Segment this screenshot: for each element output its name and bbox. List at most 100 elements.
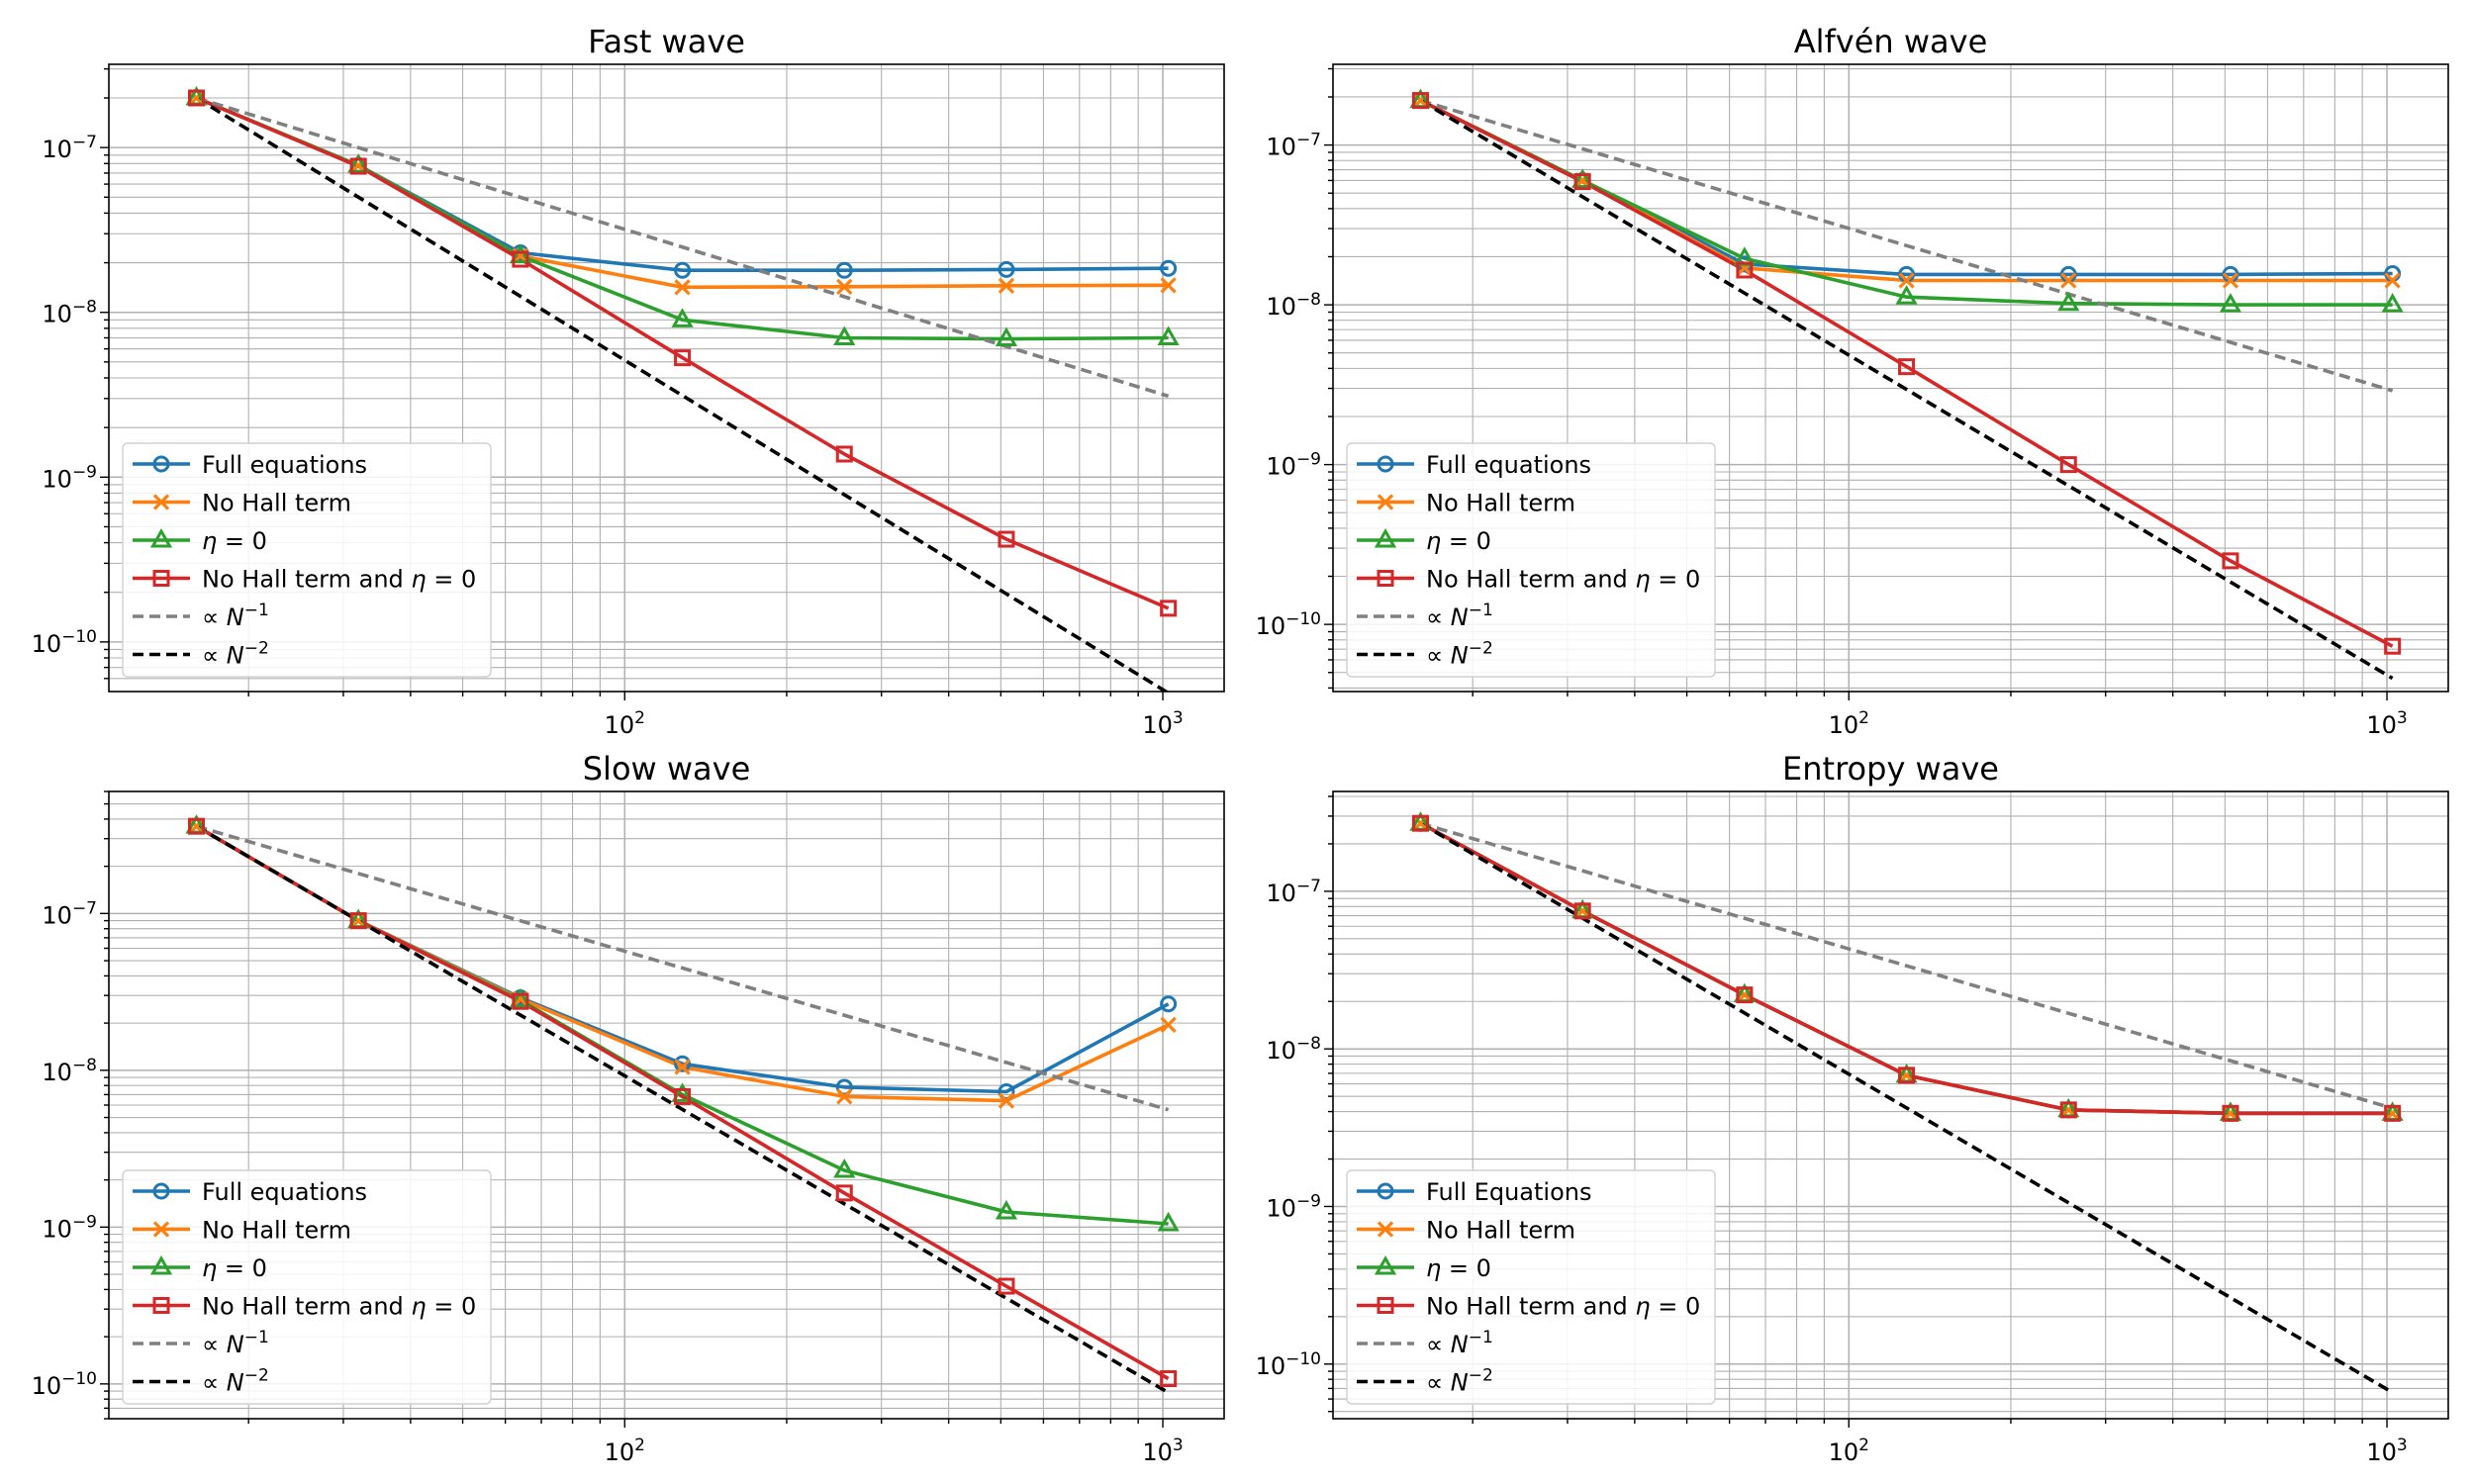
y-tick-label: 10−10 <box>1256 1349 1321 1380</box>
series-line-no-hall-term <box>195 96 1169 290</box>
legend-marker-no-hall-term-and-0 <box>152 570 170 587</box>
data-point-no-hall-term-and-0 <box>2222 1104 2239 1122</box>
data-point-no-hall-term-and-0 <box>1160 600 1178 617</box>
series-line-n <box>195 824 1170 1112</box>
data-point-full-equations <box>1160 259 1178 277</box>
axes-frame <box>1332 790 2449 1420</box>
series-line-n <box>1419 99 2394 681</box>
x-tick-label: 103 <box>1142 708 1183 739</box>
data-point-no-hall-term-and-0 <box>1736 261 1754 279</box>
legend-marker-no-hall-term <box>1377 1221 1394 1238</box>
legend-label-0: η = 0 <box>202 1254 267 1282</box>
legend-label-no-hall-term-and-0: No Hall term and η = 0 <box>202 566 476 594</box>
data-point-no-hall-term-and-0 <box>349 912 367 930</box>
data-point-no-hall-term-and-0 <box>1411 814 1429 832</box>
data-point-no-hall-term-and-0 <box>512 250 529 268</box>
legend-box <box>122 442 492 678</box>
legend-box <box>122 1169 492 1405</box>
data-point-no-hall-term-and-0 <box>187 89 205 107</box>
data-point-0 <box>347 153 370 173</box>
series-line-n <box>195 96 1170 692</box>
legend-label-full-equations: Full equations <box>202 451 367 479</box>
chart-fast-wave: 102 103 10−10 10−9 10−8 10−7 Fast wave Full equ… <box>32 23 1225 739</box>
chart-slow-wave: 102 103 10−10 10−9 10−8 10−7 Slow wave Full equ… <box>32 750 1225 1466</box>
x-tick-label: 102 <box>605 708 645 739</box>
y-tick-label: 10−8 <box>1266 290 1321 321</box>
data-point-0 <box>833 1158 856 1178</box>
legend-label-n: ∝ N−1 <box>202 1328 269 1358</box>
legend-marker-no-hall-term <box>1377 494 1394 510</box>
x-tick-label: 103 <box>2366 708 2407 739</box>
data-point-no-hall-term-and-0 <box>1160 1370 1178 1388</box>
data-point-no-hall-term-and-0 <box>1736 986 1754 1004</box>
data-point-full-equations <box>998 260 1015 278</box>
data-point-no-hall-term-and-0 <box>674 349 692 367</box>
data-point-full-equations <box>1160 995 1178 1013</box>
data-point-0 <box>1895 285 1918 305</box>
data-point-no-hall-term <box>1160 1016 1177 1034</box>
legend-label-0: η = 0 <box>1426 1254 1491 1282</box>
chart-alfv-n-wave: 102 103 10−10 10−9 10−8 10−7 Alfvén wave Full e… <box>1256 23 2449 739</box>
legend-marker-0 <box>1374 527 1397 548</box>
series-line-no-hall-term <box>1419 98 2393 283</box>
y-tick-label: 10−9 <box>1266 450 1321 481</box>
legend-label-0: η = 0 <box>1426 527 1491 555</box>
data-point-no-hall-term <box>1160 277 1177 294</box>
legend-label-no-hall-term-and-0: No Hall term and η = 0 <box>1426 566 1700 594</box>
data-point-no-hall-term-and-0 <box>2384 1104 2402 1122</box>
y-tick-label: 10−7 <box>1266 877 1321 907</box>
data-point-no-hall-term <box>1898 272 1915 289</box>
data-point-no-hall-term <box>836 278 853 295</box>
legend-marker-no-hall-term <box>152 494 170 510</box>
y-tick-label: 10−10 <box>32 1369 97 1400</box>
axes-frame <box>1332 63 2449 693</box>
legend-label-n: ∝ N−1 <box>1426 1328 1493 1358</box>
y-tick-label: 10−9 <box>1266 1191 1321 1222</box>
legend-marker-full-equations <box>152 1182 170 1200</box>
data-point-no-hall-term-and-0 <box>835 445 853 463</box>
y-tick-label: 10−9 <box>42 1212 97 1243</box>
marker-group <box>1409 88 2404 655</box>
data-point-no-hall-term-and-0 <box>512 992 529 1010</box>
x-tick-label: 103 <box>2366 1436 2407 1466</box>
data-point-no-hall-term <box>674 1059 691 1075</box>
legend-label-n: ∝ N−2 <box>202 639 269 670</box>
legend-label-full-equations: Full equations <box>202 1178 367 1206</box>
y-tick-label: 10−7 <box>42 133 97 163</box>
data-point-0 <box>995 326 1018 347</box>
data-point-no-hall-term-and-0 <box>2222 552 2239 570</box>
legend-label-n: ∝ N−2 <box>1426 639 1493 670</box>
legend-box <box>1346 442 1716 678</box>
legend-box <box>1346 1169 1716 1405</box>
marker-group <box>185 814 1180 1388</box>
data-point-no-hall-term <box>2060 272 2077 289</box>
data-point-0 <box>833 325 856 346</box>
y-tick-label: 10−8 <box>42 298 97 328</box>
marker-group <box>1409 811 2404 1122</box>
legend-label-n: ∝ N−1 <box>1426 601 1493 631</box>
data-point-0 <box>509 243 531 264</box>
y-tick-label: 10−7 <box>1266 131 1321 161</box>
y-tick-label: 10−8 <box>1266 1034 1321 1065</box>
data-point-full-equations <box>835 261 853 279</box>
legend: Full Equations No Hall term η = 0 No Hall t… <box>1346 1169 1716 1405</box>
data-point-0 <box>2219 293 2242 313</box>
series-line-n <box>195 96 1170 399</box>
legend-label-no-hall-term: No Hall term <box>202 490 351 517</box>
x-tick-label: 102 <box>605 1436 645 1466</box>
data-point-no-hall-term-and-0 <box>349 157 367 175</box>
data-point-0 <box>509 987 531 1008</box>
data-point-0 <box>1157 325 1180 346</box>
data-point-no-hall-term-and-0 <box>998 1277 1015 1295</box>
data-point-no-hall-term <box>998 277 1015 294</box>
data-point-0 <box>2057 291 2080 312</box>
data-point-no-hall-term-and-0 <box>2059 1101 2077 1119</box>
legend: Full equations No Hall term η = 0 No Hall t… <box>122 442 492 678</box>
data-point-no-hall-term-and-0 <box>1573 173 1591 191</box>
data-point-0 <box>1571 168 1594 188</box>
data-point-no-hall-term-and-0 <box>835 1184 853 1202</box>
legend-label-no-hall-term-and-0: No Hall term and η = 0 <box>202 1293 476 1321</box>
data-point-no-hall-term-and-0 <box>2059 456 2077 474</box>
legend-label-n: ∝ N−2 <box>202 1366 269 1397</box>
legend-label-no-hall-term: No Hall term <box>1426 1217 1575 1245</box>
